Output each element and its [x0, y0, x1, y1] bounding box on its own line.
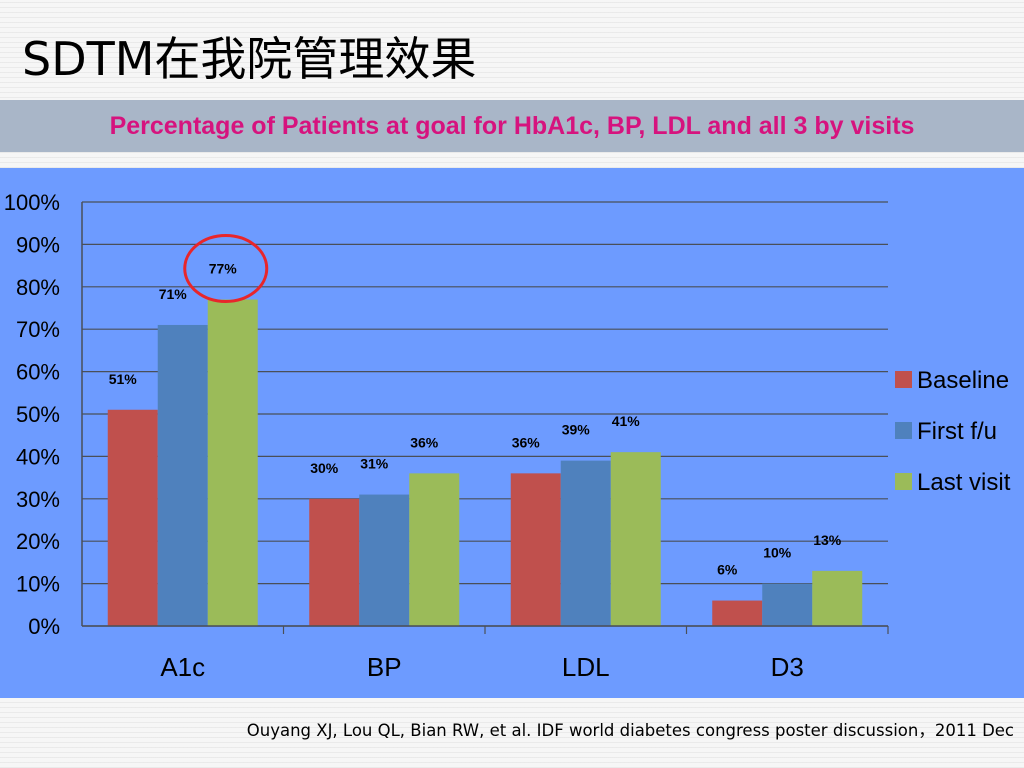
bar	[207, 299, 258, 626]
y-tick-label: 40%	[16, 444, 60, 469]
legend-label: First f/u	[917, 418, 997, 445]
y-tick-label: 70%	[16, 317, 60, 342]
bars	[107, 299, 863, 626]
y-tick-label: 0%	[28, 614, 60, 639]
slide-title: SDTM在我院管理效果	[22, 32, 477, 86]
bar	[359, 494, 410, 626]
x-tick-label: A1c	[160, 652, 205, 682]
data-label: 36%	[512, 434, 541, 450]
bar	[409, 473, 460, 626]
y-tick-label: 90%	[16, 232, 60, 257]
y-tick-label: 60%	[16, 360, 60, 385]
annotations	[183, 234, 269, 304]
legend-swatch	[895, 473, 912, 490]
data-label: 31%	[360, 456, 389, 472]
data-label: 51%	[109, 371, 138, 387]
bar	[510, 473, 561, 626]
legend-label: Last visit	[917, 469, 1011, 496]
bar	[157, 324, 208, 626]
chart-title-band	[0, 100, 1024, 152]
bar	[712, 600, 763, 626]
x-tick-label: D3	[771, 652, 804, 682]
bar	[107, 409, 158, 626]
y-tick-label: 10%	[16, 572, 60, 597]
data-label: 77%	[209, 261, 238, 277]
data-label: 10%	[763, 545, 792, 561]
y-tick-label: 100%	[4, 190, 60, 215]
y-tick-label: 50%	[16, 402, 60, 427]
data-label: 13%	[813, 532, 842, 548]
legend: Baseline First f/u Last visit	[895, 367, 1011, 496]
bar-chart: 0% 10% 20% 30% 40% 50% 60% 70% 80% 90% 100% 51% 71%…	[4, 190, 1011, 682]
legend-swatch	[895, 371, 912, 388]
bar	[762, 583, 813, 626]
bar	[610, 452, 661, 626]
data-label: 41%	[612, 413, 641, 429]
highlight-circle	[183, 234, 269, 304]
x-axis: A1c BP LDL D3	[81, 202, 889, 682]
data-label: 36%	[410, 434, 439, 450]
y-axis-ticks: 0% 10% 20% 30% 40% 50% 60% 70% 80% 90% 100%	[4, 190, 60, 639]
data-labels: 51% 71% 77% 30% 31% 36% 36% 39% 41% 6% 10% 13%	[109, 261, 842, 578]
data-label: 39%	[562, 422, 591, 438]
data-label: 71%	[159, 286, 188, 302]
bar	[560, 460, 611, 626]
y-tick-label: 80%	[16, 275, 60, 300]
citation: Ouyang XJ, Lou QL, Bian RW, et al. IDF w…	[246, 721, 1014, 740]
data-label: 6%	[717, 562, 738, 578]
chart-title: Percentage of Patients at goal for HbA1c…	[109, 112, 915, 140]
x-tick-label: BP	[367, 652, 402, 682]
y-tick-label: 30%	[16, 487, 60, 512]
bar	[309, 498, 360, 626]
bar	[812, 570, 863, 626]
x-tick-label: LDL	[562, 652, 610, 682]
y-tick-label: 20%	[16, 529, 60, 554]
legend-swatch	[895, 422, 912, 439]
legend-label: Baseline	[917, 367, 1009, 394]
data-label: 30%	[310, 460, 339, 476]
